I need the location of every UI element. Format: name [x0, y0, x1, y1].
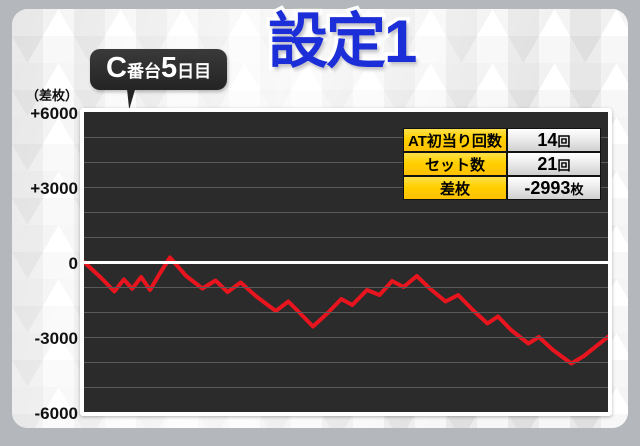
stat-label-diff-coins: 差枚 — [403, 176, 507, 200]
stat-number: -2993 — [524, 177, 571, 198]
stat-label-at-first-hit: AT初当り回数 — [403, 128, 507, 152]
table-row: セット数 21回 — [403, 152, 601, 176]
badge-machine-letter: C — [106, 52, 127, 84]
y-tick-3000: +3000 — [30, 179, 78, 198]
stat-unit: 回 — [557, 133, 571, 149]
badge-day-number: 5 — [160, 52, 178, 84]
table-row: 差枚 -2993枚 — [403, 176, 601, 200]
gridline — [84, 362, 608, 363]
y-tick-0: 0 — [68, 254, 78, 273]
gridline — [84, 312, 608, 313]
stat-label-set-count: セット数 — [403, 152, 507, 176]
badge-pointer — [126, 86, 143, 110]
page-title: 設定1 — [264, 8, 420, 75]
badge-day-suffix: 日目 — [177, 62, 212, 81]
y-axis-unit-label: （差枚） — [25, 88, 78, 103]
zero-line — [84, 261, 608, 264]
gridline — [84, 287, 608, 288]
gridline — [84, 237, 608, 238]
y-tick-neg6000: -6000 — [34, 404, 78, 423]
stat-number: 14 — [537, 129, 558, 150]
gridline — [84, 212, 608, 213]
series-line-diff-coins — [84, 255, 608, 366]
chart-frame — [80, 108, 612, 416]
table-row: AT初当り回数 14回 — [403, 128, 601, 152]
y-tick-6000: +6000 — [30, 104, 78, 123]
y-tick-neg3000: -3000 — [34, 329, 78, 348]
stat-unit: 枚 — [570, 181, 584, 197]
stats-table: AT初当り回数 14回 セット数 21回 差枚 -2993枚 — [403, 128, 601, 200]
stat-value-diff-coins: -2993枚 — [506, 176, 601, 200]
stat-unit: 回 — [557, 157, 571, 173]
gridline — [84, 162, 608, 163]
stat-number: 21 — [537, 153, 558, 174]
gridline — [84, 187, 608, 188]
badge-machine-suffix: 番台 — [126, 62, 161, 81]
chart-plot-area[interactable] — [84, 112, 608, 412]
stat-value-at-first-hit: 14回 — [506, 128, 601, 152]
stat-value-set-count: 21回 — [506, 152, 601, 176]
machine-day-badge: C 番台 5 日目 — [90, 49, 228, 90]
gridline — [84, 137, 608, 138]
diff-coins-line-chart — [84, 255, 608, 366]
gridline — [84, 387, 608, 388]
gridline — [84, 337, 608, 338]
